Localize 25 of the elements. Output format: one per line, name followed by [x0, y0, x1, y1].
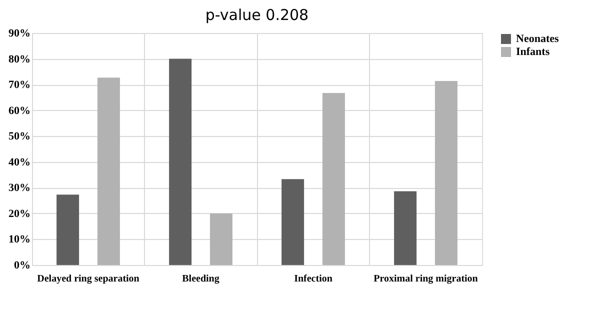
bar [282, 179, 304, 265]
bar [56, 194, 80, 265]
y-tick-label: 30% [8, 182, 30, 194]
chart-title: p-value 0.208 [205, 6, 309, 24]
y-tick-label: 50% [8, 130, 30, 143]
y-tick-label: 70% [8, 79, 30, 92]
x-tick-label: Infection [294, 274, 333, 284]
x-tick-label: Proximal ring migration [374, 274, 478, 284]
x-tick-label: Bleeding [182, 274, 220, 284]
legend-label: Neonates [516, 33, 560, 45]
y-tick-label: 0% [14, 260, 30, 272]
y-tick-label: 80% [8, 53, 30, 66]
legend-label: Infants [516, 46, 550, 58]
bar [394, 191, 417, 265]
y-tick-label: 90% [8, 28, 30, 40]
bar [210, 213, 232, 265]
bar [434, 80, 458, 265]
bar [169, 58, 192, 265]
bar [97, 78, 120, 265]
y-tick-label: 40% [8, 156, 30, 168]
y-tick-label: 20% [8, 208, 30, 220]
y-tick-label: 10% [8, 234, 30, 246]
x-tick-label: Delayed ring separation [37, 274, 140, 284]
y-tick-label: 60% [8, 104, 30, 117]
bar [322, 93, 345, 265]
